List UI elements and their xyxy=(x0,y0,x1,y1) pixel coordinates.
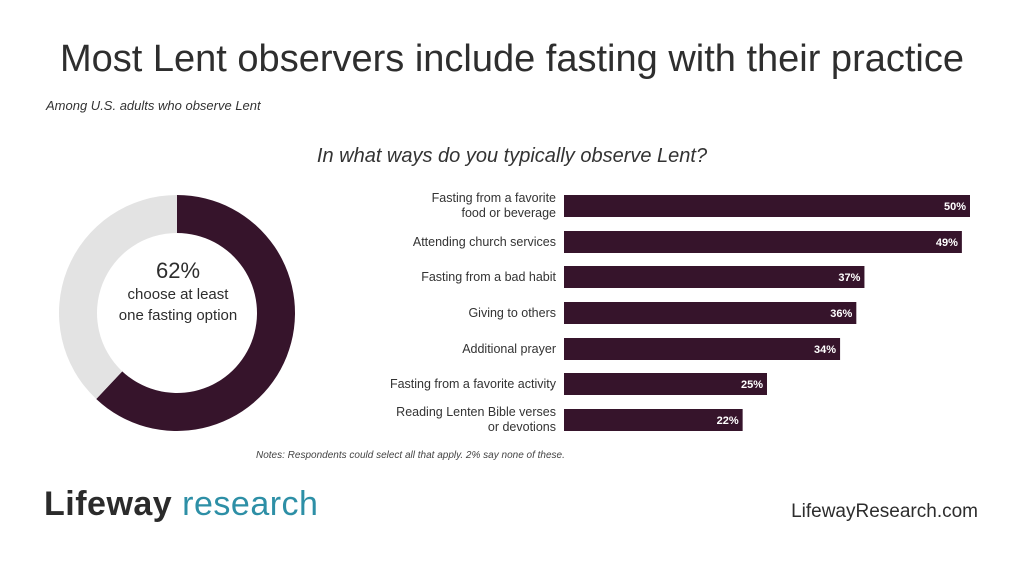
bar-category-label-line: Reading Lenten Bible verses xyxy=(396,405,556,419)
bar-4 xyxy=(564,338,841,360)
bar-6 xyxy=(564,409,743,431)
donut-slice-remainder xyxy=(58,195,177,400)
bar-chart: 50% 49% 37% 36% 34% 25% 22% xyxy=(564,195,970,431)
bar-2 xyxy=(564,266,865,288)
bar-value-label-5: 25% xyxy=(741,379,763,391)
bar-category-label-line: Fasting from a favorite activity xyxy=(389,376,556,391)
bar-value-label-6: 22% xyxy=(717,415,739,427)
bar-category-label-line: Fasting from a favorite xyxy=(431,191,556,205)
logo-lifeway: Lifeway xyxy=(44,485,173,523)
chart-title: Most Lent observers include fasting with… xyxy=(60,38,964,80)
bar-category-label-1: Attending church services xyxy=(356,235,556,250)
chart-subtitle: Among U.S. adults who observe Lent xyxy=(46,98,261,113)
donut-slice-fasting xyxy=(96,195,295,431)
bar-0 xyxy=(564,195,970,217)
bar-value-label-0: 50% xyxy=(944,201,966,213)
lifeway-research-logo: Lifeway research xyxy=(44,485,318,524)
bar-category-label-2: Fasting from a bad habit xyxy=(356,270,556,285)
bar-value-label-4: 34% xyxy=(814,344,836,356)
donut-center-text: 62% choose at least one fasting option xyxy=(118,258,238,326)
donut-center-value: 62% xyxy=(155,258,201,283)
bar-category-label-6: Reading Lenten Bible verses or devotions xyxy=(356,405,556,435)
bar-category-label-line: Additional prayer xyxy=(462,341,556,356)
bar-value-label-1: 49% xyxy=(936,237,958,249)
logo-research: research xyxy=(182,485,319,523)
bar-category-label-3: Giving to others xyxy=(356,306,556,321)
bar-category-label-line: Fasting from a bad habit xyxy=(421,269,556,284)
bar-category-label-line: food or beverage xyxy=(461,206,556,220)
bar-category-label-5: Fasting from a favorite activity xyxy=(356,377,556,392)
bar-3 xyxy=(564,302,857,324)
bar-value-label-3: 36% xyxy=(830,308,852,320)
website-url: LifewayResearch.com xyxy=(791,501,978,522)
bar-category-label-4: Additional prayer xyxy=(356,342,556,357)
chart-notes: Notes: Respondents could select all that… xyxy=(256,450,565,461)
bar-category-label-0: Fasting from a favorite food or beverage xyxy=(356,191,556,221)
donut-chart xyxy=(58,195,295,431)
donut-center-caption: choose at least one fasting option xyxy=(118,286,238,324)
bar-chart-question: In what ways do you typically observe Le… xyxy=(316,145,708,167)
bar-category-label-line: Giving to others xyxy=(468,305,556,320)
bar-category-label-line: Attending church services xyxy=(412,234,556,249)
bar-1 xyxy=(564,231,962,253)
bar-value-label-2: 37% xyxy=(838,272,860,284)
bar-5 xyxy=(564,373,767,395)
bar-category-label-line: or devotions xyxy=(487,420,556,434)
